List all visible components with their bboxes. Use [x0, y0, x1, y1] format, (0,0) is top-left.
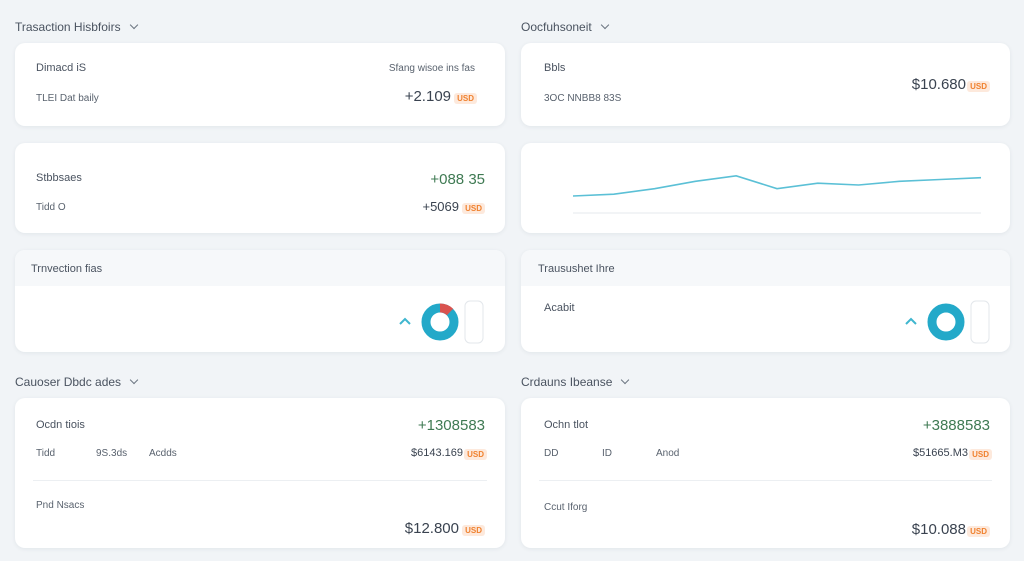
divider: [33, 480, 487, 481]
section-title-text: Trasaction Hisbfoirs: [15, 20, 121, 34]
chevron: [129, 20, 138, 30]
card: [521, 143, 1010, 233]
column-label: Anod: [656, 448, 680, 459]
sparkline-chart: [572, 174, 982, 214]
card: Ocdn tiois +1308583 Tidd 9S.3ds Acdds $6…: [15, 398, 505, 548]
label: Tidd O: [36, 202, 66, 213]
label: Pnd Nsacs: [36, 500, 85, 511]
chevron: [600, 20, 609, 30]
section-title[interactable]: Oocfuhsoneit: [521, 20, 609, 34]
card-title: Trnvection fias: [31, 263, 103, 275]
currency-tag: USD: [967, 526, 990, 537]
currency-tag: USD: [454, 93, 477, 104]
card: Ochn tlot +3888583 DD ID Anod $51665.M3 …: [521, 398, 1010, 548]
amount: +1308583: [417, 417, 485, 434]
column-label: ID: [602, 448, 612, 459]
card-header: [15, 250, 505, 286]
amount: $10.680: [911, 76, 966, 93]
section-title-text: Cauoser Dbdc ades: [15, 375, 122, 389]
donut-widget: [399, 300, 484, 344]
chevron: [621, 375, 630, 385]
amount: $51665.M3: [912, 447, 968, 459]
label: Dimacd iS: [36, 62, 87, 74]
amount: +5069: [422, 199, 459, 214]
section-title[interactable]: Trasaction Hisbfoirs: [15, 20, 138, 34]
chevron-icon: [905, 317, 917, 325]
donut-widget: [905, 300, 990, 344]
label: TLEI Dat baily: [36, 93, 99, 104]
column-label: Acdds: [149, 448, 177, 459]
section-title-text: Oocfuhsoneit: [521, 20, 592, 34]
note: Sfang wisoe ins fas: [388, 63, 475, 74]
label: Ocdn tiois: [36, 419, 85, 431]
amount: +3888583: [922, 417, 990, 434]
chevron-icon: [399, 317, 411, 325]
amount: $10.088: [911, 521, 966, 538]
label: Ochn tlot: [544, 419, 589, 431]
amount: +088 35: [430, 171, 485, 188]
amount: $12.800: [404, 520, 459, 537]
card: Trnvection fias: [15, 250, 505, 352]
currency-tag: USD: [464, 449, 487, 460]
card-title: Trausushet Ihre: [538, 263, 615, 275]
currency-tag: USD: [967, 81, 990, 92]
label: 3OC NNBB8 83S: [544, 93, 622, 104]
section-title-text: Crdauns Ibeanse: [521, 375, 613, 389]
currency-tag: USD: [969, 449, 992, 460]
frame: [464, 300, 484, 344]
column-label: DD: [544, 448, 559, 459]
amount: +2.109: [404, 88, 451, 105]
label: Ccut Iforg: [544, 502, 588, 513]
card-header: [521, 250, 1010, 286]
section-title[interactable]: Cauoser Dbdc ades: [15, 375, 139, 389]
card: Stbbsaes +088 35 Tidd O +5069 USD: [15, 143, 505, 233]
divider: [539, 480, 992, 481]
label: Stbbsaes: [36, 172, 82, 184]
donut-segment: [439, 303, 454, 316]
label: Bbls: [544, 62, 566, 74]
column-label: Tidd: [36, 448, 56, 459]
donut-ring: [927, 303, 965, 341]
currency-tag: USD: [462, 525, 485, 536]
column-label: 9S.3ds: [96, 448, 128, 459]
amount: $6143.169: [411, 447, 463, 459]
label: Acabit: [544, 302, 575, 314]
currency-tag: USD: [462, 203, 485, 214]
card: Trausushet Ihre Acabit: [521, 250, 1010, 352]
frame: [970, 300, 990, 344]
sparkline: [572, 174, 982, 197]
card: Bbls 3OC NNBB8 83S $10.680 USD: [521, 43, 1010, 126]
chevron: [129, 375, 139, 385]
card: Dimacd iS Sfang wisoe ins fas TLEI Dat b…: [15, 43, 505, 126]
section-title[interactable]: Crdauns Ibeanse: [521, 375, 630, 389]
